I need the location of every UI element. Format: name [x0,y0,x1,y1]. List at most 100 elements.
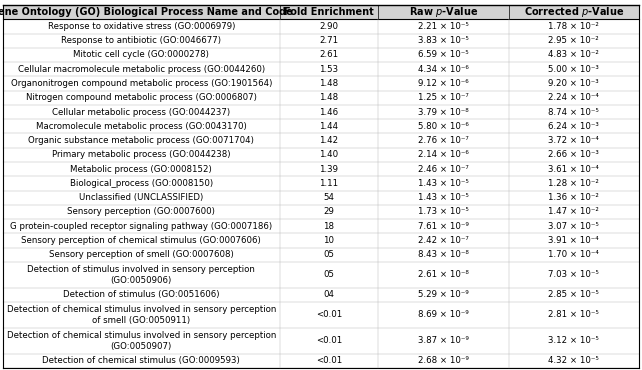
Text: 1.53: 1.53 [319,65,338,74]
Text: Detection of chemical stimulus involved in sensory perception
(GO:0050907): Detection of chemical stimulus involved … [6,331,276,351]
Text: 1.25 × 10⁻⁷: 1.25 × 10⁻⁷ [418,93,469,102]
Text: 2.71: 2.71 [319,36,338,45]
Text: 1.43 × 10⁻⁵: 1.43 × 10⁻⁵ [418,193,469,202]
Bar [3,76,639,91]
Text: Cellular macromolecule metabolic process (GO:0044260): Cellular macromolecule metabolic process… [18,65,265,74]
Text: 1.46: 1.46 [319,108,338,117]
Bar [3,148,639,162]
Text: Response to antibiotic (GO:0046677): Response to antibiotic (GO:0046677) [62,36,221,45]
Text: G protein-coupled receptor signaling pathway (GO:0007186): G protein-coupled receptor signaling pat… [10,222,272,231]
Text: 1.42: 1.42 [319,136,338,145]
Text: Corrected p: Corrected p [509,7,574,17]
Text: 54: 54 [324,193,334,202]
Text: 4.34 × 10⁻⁶: 4.34 × 10⁻⁶ [418,65,469,74]
Text: Cellular metabolic process (GO:0044237): Cellular metabolic process (GO:0044237) [52,108,230,117]
Text: 04: 04 [324,290,334,299]
Text: <0.01: <0.01 [316,310,342,319]
Text: 5.80 × 10⁻⁶: 5.80 × 10⁻⁶ [418,122,469,131]
Text: Nitrogen compound metabolic process (GO:0006807): Nitrogen compound metabolic process (GO:… [26,93,257,102]
Text: 2.42 × 10⁻⁷: 2.42 × 10⁻⁷ [418,236,469,245]
Text: 3.72 × 10⁻⁴: 3.72 × 10⁻⁴ [548,136,599,145]
Text: Sensory perception of smell (GO:0007608): Sensory perception of smell (GO:0007608) [49,250,234,259]
Text: Macromolecule metabolic process (GO:0043170): Macromolecule metabolic process (GO:0043… [36,122,247,131]
Text: 2.21 × 10⁻⁵: 2.21 × 10⁻⁵ [418,22,469,31]
Text: 1.39: 1.39 [320,165,338,174]
Text: 18: 18 [324,222,334,231]
Bar [3,205,639,219]
Text: Detection of stimulus (GO:0051606): Detection of stimulus (GO:0051606) [63,290,220,299]
Text: 6.59 × 10⁻⁵: 6.59 × 10⁻⁵ [418,50,469,60]
Bar [3,48,639,62]
Text: Unclassified (UNCLASSIFIED): Unclassified (UNCLASSIFIED) [79,193,204,202]
Text: 29: 29 [324,208,334,216]
Bar [3,62,639,76]
Bar [3,134,639,148]
Bar [3,302,639,328]
Text: 1.78 × 10⁻²: 1.78 × 10⁻² [548,22,599,31]
Text: Detection of chemical stimulus (GO:0009593): Detection of chemical stimulus (GO:00095… [42,356,240,365]
Bar [3,219,639,233]
Text: 3.61 × 10⁻⁴: 3.61 × 10⁻⁴ [548,165,599,174]
Text: Corrected $\it{p}$-Value: Corrected $\it{p}$-Value [524,5,624,19]
Text: 4.32 × 10⁻⁵: 4.32 × 10⁻⁵ [548,356,599,365]
Bar [3,91,639,105]
Text: 5.00 × 10⁻³: 5.00 × 10⁻³ [548,65,599,74]
Text: Mitotic cell cycle (GO:0000278): Mitotic cell cycle (GO:0000278) [73,50,209,60]
Text: 1.28 × 10⁻²: 1.28 × 10⁻² [548,179,599,188]
Text: Response to oxidative stress (GO:0006979): Response to oxidative stress (GO:0006979… [48,22,235,31]
Text: Biological_process (GO:0008150): Biological_process (GO:0008150) [70,179,213,188]
Text: 2.66 × 10⁻³: 2.66 × 10⁻³ [548,150,599,159]
Text: Fold Enrichment: Fold Enrichment [284,7,374,17]
Bar [3,105,639,119]
Text: <0.01: <0.01 [316,356,342,365]
Text: 1.44: 1.44 [319,122,338,131]
Text: Detection of stimulus involved in sensory perception
(GO:0050906): Detection of stimulus involved in sensor… [28,265,256,285]
Text: 7.03 × 10⁻⁵: 7.03 × 10⁻⁵ [548,270,599,279]
Text: Sensory perception (GO:0007600): Sensory perception (GO:0007600) [67,208,215,216]
Text: 1.70 × 10⁻⁴: 1.70 × 10⁻⁴ [548,250,599,259]
Text: 8.69 × 10⁻⁹: 8.69 × 10⁻⁹ [418,310,469,319]
Text: 8.43 × 10⁻⁸: 8.43 × 10⁻⁸ [418,250,469,259]
Text: 1.73 × 10⁻⁵: 1.73 × 10⁻⁵ [418,208,469,216]
Text: Detection of chemical stimulus involved in sensory perception
of smell (GO:00509: Detection of chemical stimulus involved … [6,305,276,325]
Text: Corrected: Corrected [0,369,1,370]
Text: <0.01: <0.01 [316,336,342,345]
Text: 3.87 × 10⁻⁹: 3.87 × 10⁻⁹ [418,336,469,345]
Text: 6.24 × 10⁻³: 6.24 × 10⁻³ [548,122,599,131]
Text: 2.90: 2.90 [320,22,338,31]
Text: 3.12 × 10⁻⁵: 3.12 × 10⁻⁵ [548,336,599,345]
Text: 9.20 × 10⁻³: 9.20 × 10⁻³ [548,79,599,88]
Text: 10: 10 [324,236,334,245]
Bar [3,288,639,302]
Text: 1.48: 1.48 [319,93,338,102]
Text: 05: 05 [324,270,334,279]
Text: Organic substance metabolic process (GO:0071704): Organic substance metabolic process (GO:… [28,136,254,145]
Text: Sensory perception of chemical stimulus (GO:0007606): Sensory perception of chemical stimulus … [21,236,261,245]
Bar [3,262,639,288]
Text: 2.81 × 10⁻⁵: 2.81 × 10⁻⁵ [548,310,599,319]
Text: 8.74 × 10⁻⁵: 8.74 × 10⁻⁵ [548,108,599,117]
Bar [3,248,639,262]
Bar [3,354,639,368]
Bar [3,328,639,354]
Text: 1.11: 1.11 [319,179,338,188]
Text: 2.95 × 10⁻²: 2.95 × 10⁻² [548,36,599,45]
Text: Raw $\it{p}$-Value: Raw $\it{p}$-Value [409,5,478,19]
Text: 05: 05 [324,250,334,259]
Text: Metabolic process (GO:0008152): Metabolic process (GO:0008152) [71,165,213,174]
Text: Raw: Raw [0,369,1,370]
Bar [3,5,639,19]
Text: 3.83 × 10⁻⁵: 3.83 × 10⁻⁵ [418,36,469,45]
Text: 2.85 × 10⁻⁵: 2.85 × 10⁻⁵ [548,290,599,299]
Text: 3.07 × 10⁻⁵: 3.07 × 10⁻⁵ [548,222,599,231]
Text: Primary metabolic process (GO:0044238): Primary metabolic process (GO:0044238) [52,150,230,159]
Text: 2.61: 2.61 [319,50,338,60]
Text: 4.83 × 10⁻²: 4.83 × 10⁻² [548,50,599,60]
Text: 2.76 × 10⁻⁷: 2.76 × 10⁻⁷ [418,136,469,145]
Text: Organonitrogen compound metabolic process (GO:1901564): Organonitrogen compound metabolic proces… [11,79,272,88]
Text: Raw p: Raw p [410,7,444,17]
Text: 1.47 × 10⁻²: 1.47 × 10⁻² [548,208,599,216]
Bar [3,176,639,191]
Text: 9.12 × 10⁻⁶: 9.12 × 10⁻⁶ [418,79,469,88]
Bar [3,162,639,176]
